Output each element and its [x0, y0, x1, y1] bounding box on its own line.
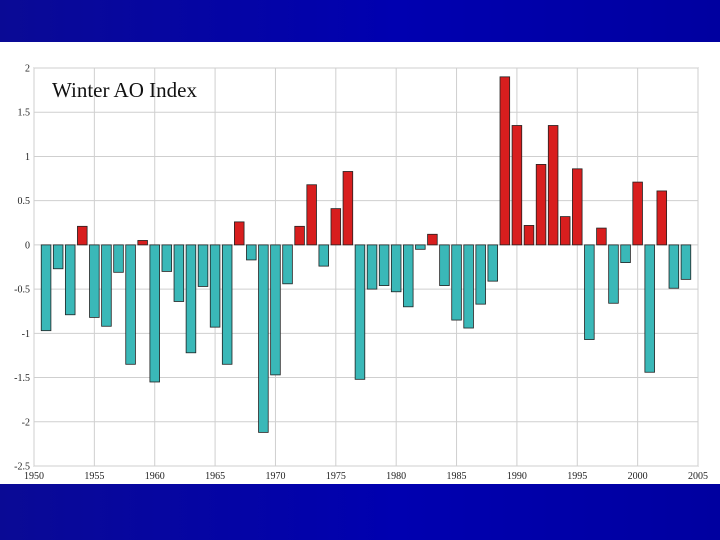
- bar-1973: [306, 184, 317, 246]
- bar-1976: [342, 171, 354, 246]
- bar-2003: [668, 244, 680, 289]
- bar-1991: [523, 225, 535, 246]
- x-tick-label: 1980: [386, 471, 406, 482]
- slide-bottom-band: [0, 484, 720, 540]
- x-tick-labels: 1950 1955 1960 1965 1970 1975 1980 1985 1990 1995…: [24, 471, 708, 482]
- bar-1992: [535, 164, 547, 246]
- bar-1968: [246, 244, 257, 261]
- bar-1966: [221, 244, 233, 365]
- bar-1981: [403, 244, 414, 308]
- bar-2001: [644, 244, 655, 373]
- bar-1965: [209, 244, 221, 328]
- bar-1960: [149, 244, 160, 383]
- bars-group: [40, 76, 692, 433]
- bar-1990: [511, 125, 523, 246]
- x-tick-label: 1950: [24, 471, 44, 482]
- bar-1993: [547, 125, 559, 246]
- bar-1972: [294, 225, 305, 246]
- bar-2004: [680, 244, 692, 280]
- y-tick-label: -1.5: [14, 373, 30, 384]
- y-tick-label: -1: [22, 329, 30, 340]
- x-tick-label: 1975: [326, 471, 346, 482]
- bar-1967: [234, 221, 245, 246]
- bar-1977: [354, 244, 366, 380]
- y-tick-label: -0.5: [14, 285, 30, 296]
- y-tick-label: -2: [22, 417, 30, 428]
- bar-1959: [137, 240, 148, 246]
- bar-1971: [282, 244, 293, 285]
- y-tick-label: 0.5: [18, 196, 31, 207]
- bar-1963: [185, 244, 197, 354]
- bar-1956: [101, 244, 112, 327]
- bar-1952: [52, 244, 64, 270]
- ao-index-bar-chart: 21.510.50-0.5-1-1.5-2-2.5 1950 1955 1960 19…: [14, 64, 708, 483]
- x-tick-label: 1965: [205, 471, 225, 482]
- bar-1962: [173, 244, 185, 302]
- x-tick-label: 1960: [145, 471, 165, 482]
- bar-1978: [366, 244, 378, 290]
- bar-1987: [475, 244, 486, 305]
- bar-1969: [258, 244, 269, 433]
- bar-1958: [125, 244, 136, 365]
- bar-1985: [451, 244, 462, 321]
- bar-1984: [439, 244, 450, 286]
- bar-1998: [608, 244, 619, 304]
- bar-1997: [596, 227, 607, 246]
- x-tick-label: 1990: [507, 471, 527, 482]
- slide-top-band: [0, 0, 720, 42]
- bar-1996: [584, 244, 595, 340]
- bar-1989: [499, 76, 511, 246]
- bar-1980: [390, 244, 402, 293]
- bar-1964: [197, 244, 209, 287]
- x-tick-label: 1985: [447, 471, 467, 482]
- bar-2002: [656, 190, 668, 246]
- y-tick-label: 2: [25, 64, 30, 75]
- bar-1979: [378, 244, 390, 286]
- bar-1957: [113, 244, 124, 273]
- x-tick-label: 1970: [265, 471, 285, 482]
- y-tick-labels: 2 1.5 1 0.5 0 -0.5 -1 -1.5 -2 -2.5: [14, 64, 30, 473]
- bar-1954: [77, 225, 88, 246]
- bar-1975: [330, 208, 342, 246]
- bar-1951: [40, 244, 52, 332]
- bar-1953: [64, 244, 76, 316]
- bar-1982: [415, 244, 426, 250]
- bar-1999: [620, 244, 631, 263]
- y-tick-label: 1: [25, 152, 30, 163]
- x-tick-label: 1955: [84, 471, 104, 482]
- x-tick-label: 2005: [688, 471, 708, 482]
- y-tick-label: 1.5: [18, 108, 31, 119]
- chart-title: Winter AO Index: [52, 78, 197, 102]
- bar-1983: [427, 233, 438, 246]
- bar-1986: [463, 244, 474, 329]
- bar-2000: [632, 181, 643, 246]
- bar-1974: [318, 244, 329, 267]
- x-tick-label: 2000: [628, 471, 648, 482]
- bar-1961: [161, 244, 173, 272]
- y-tick-label: 0: [25, 240, 30, 251]
- bar-1955: [89, 244, 100, 318]
- bar-1988: [487, 244, 498, 282]
- bar-1994: [559, 216, 571, 246]
- x-tick-label: 1995: [567, 471, 587, 482]
- bar-1970: [270, 244, 281, 376]
- bar-1995: [572, 168, 583, 246]
- y-tick-label: -2.5: [14, 462, 30, 473]
